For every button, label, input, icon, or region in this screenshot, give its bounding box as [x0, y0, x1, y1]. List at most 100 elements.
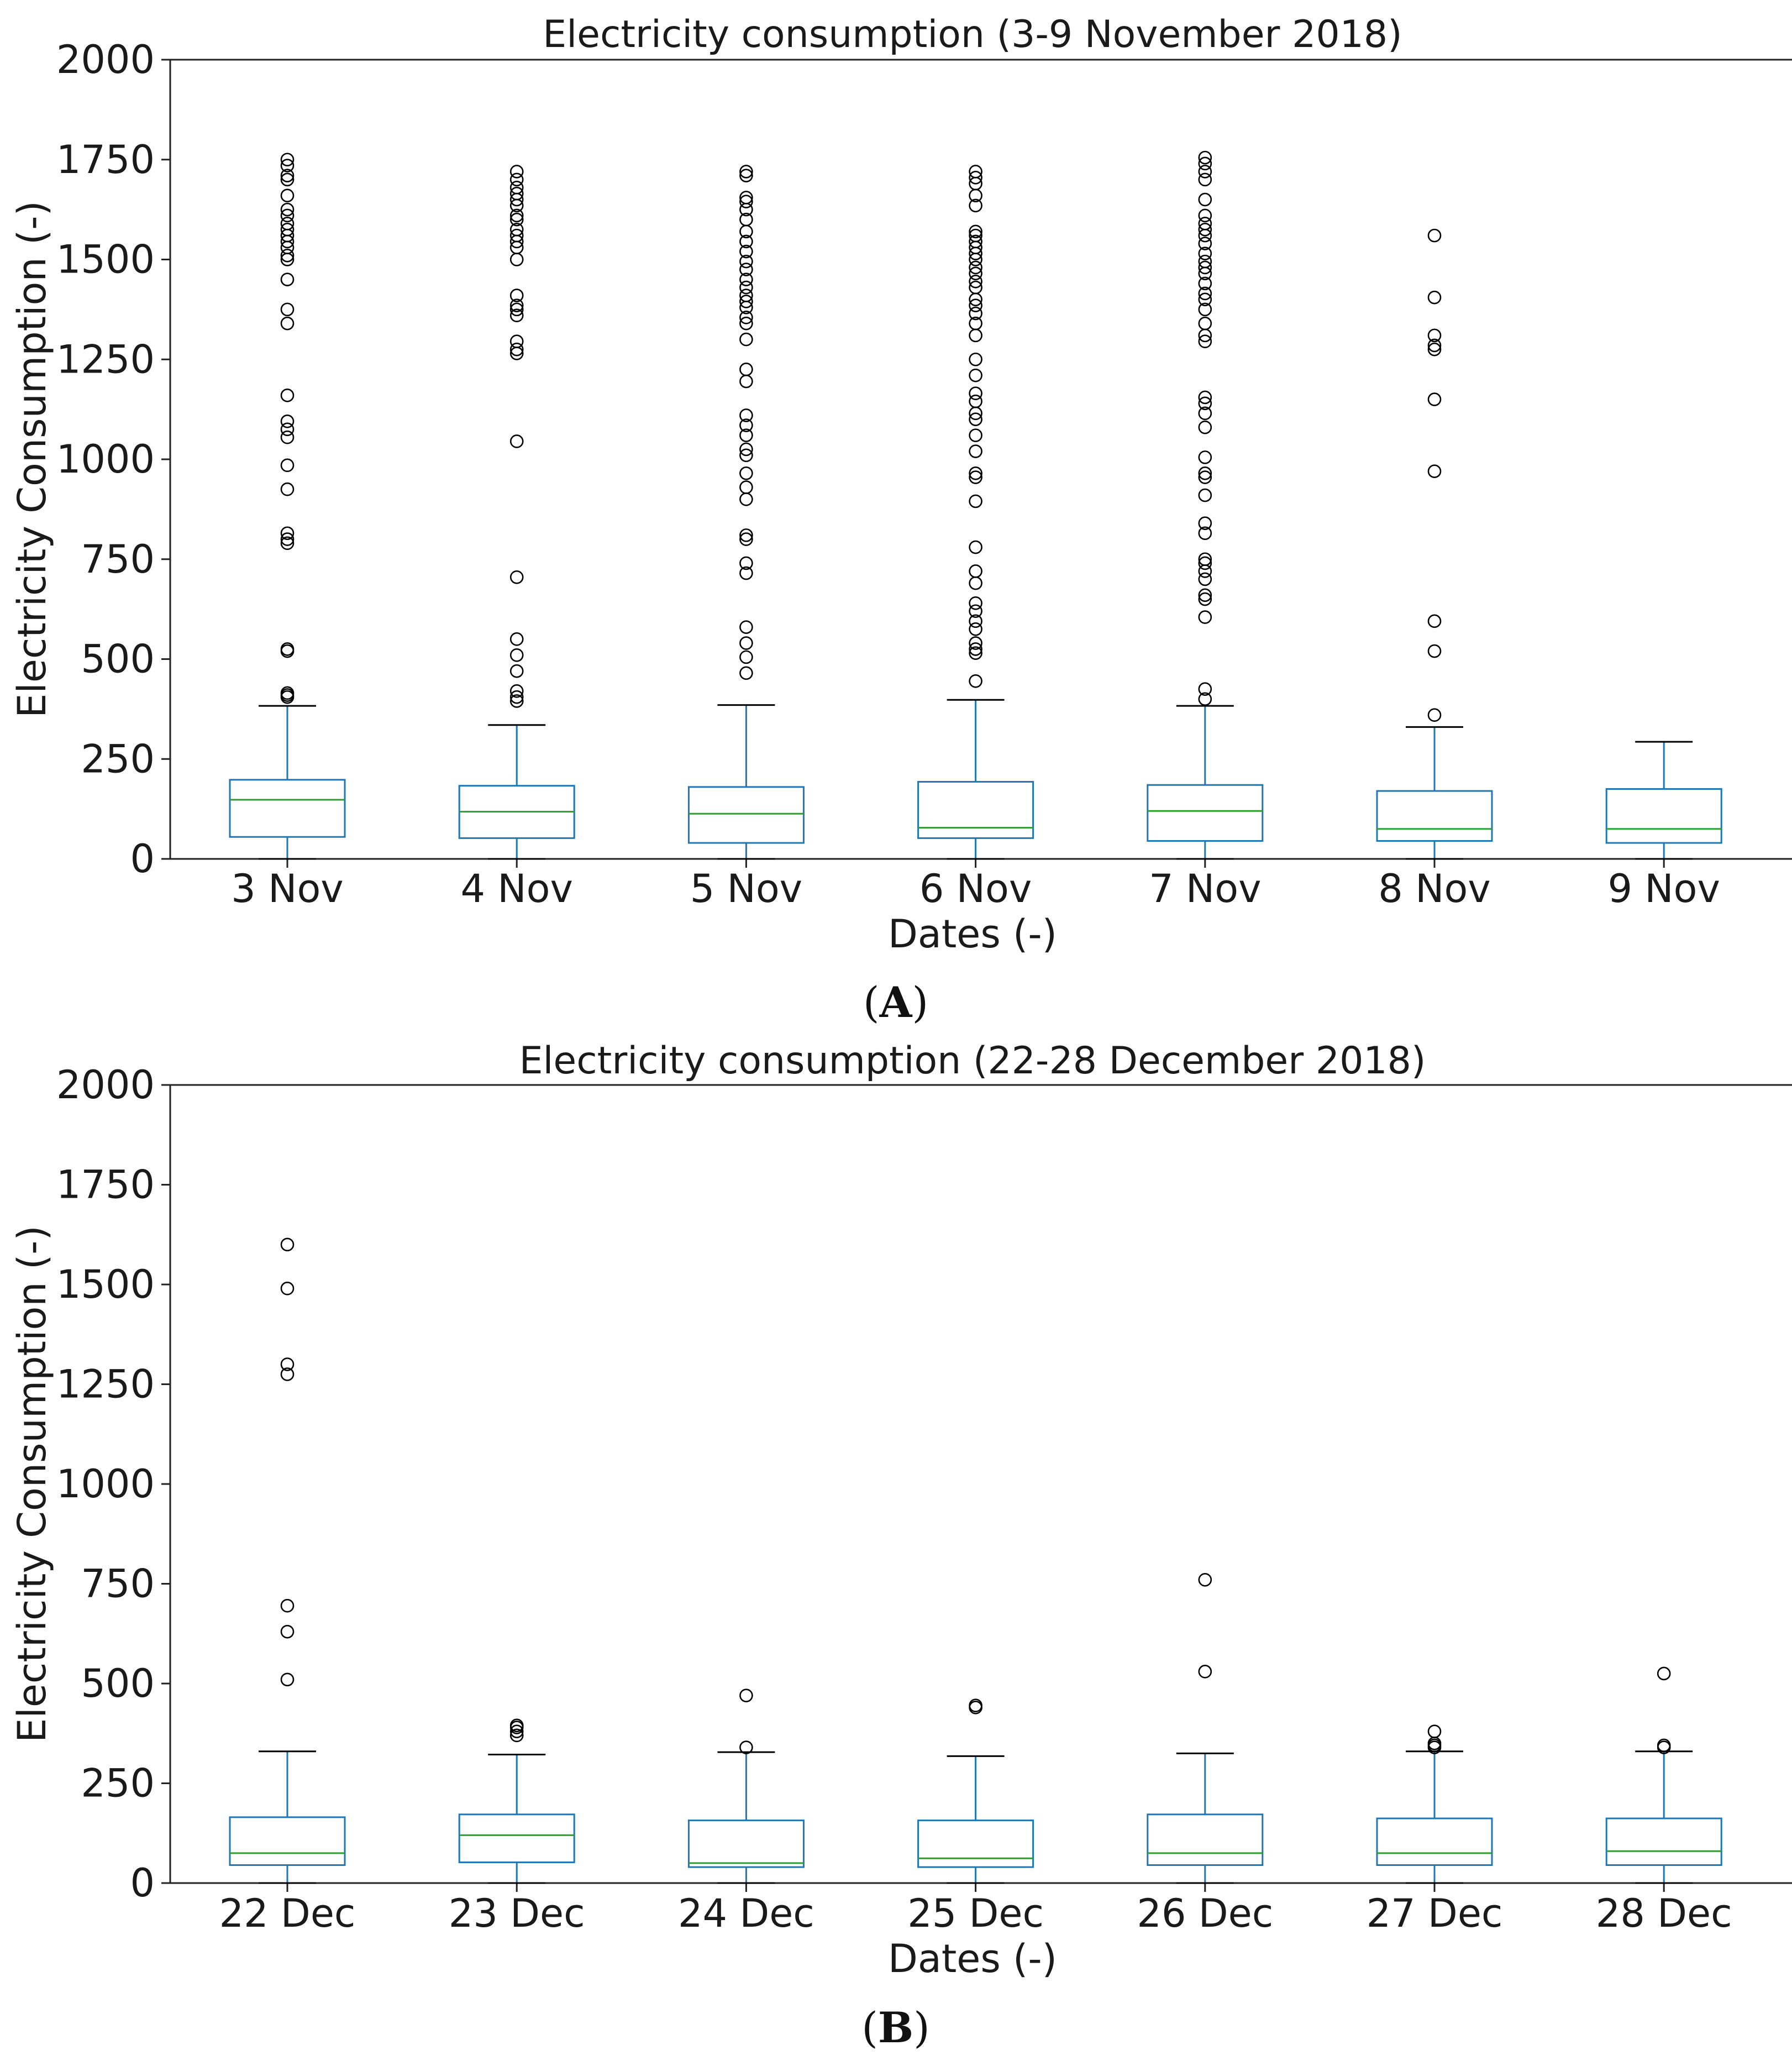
- outlier-point: [739, 666, 753, 680]
- x-tick-label: 7 Nov: [1149, 866, 1261, 911]
- outlier-point: [1198, 488, 1212, 502]
- outlier-point: [1198, 165, 1212, 179]
- x-tick-label: 28 Dec: [1596, 1891, 1732, 1936]
- outlier-point: [509, 289, 524, 302]
- outlier-point: [739, 169, 753, 182]
- iqr-box: [1605, 788, 1722, 844]
- y-tick-label: 1250: [56, 337, 155, 382]
- y-axis: 0 250 500 750 1000 1250 1500 1750 2000: [56, 37, 170, 882]
- outlier-point: [509, 302, 524, 317]
- outlier-point: [1198, 396, 1212, 411]
- outlier-point: [969, 564, 982, 578]
- y-tick-label: 250: [81, 1761, 155, 1806]
- outlier-point: [1198, 237, 1212, 250]
- outlier-point: [1198, 610, 1212, 624]
- outlier-point: [1427, 392, 1442, 406]
- outlier-point: [280, 532, 295, 546]
- x-tick-label: 6 Nov: [919, 866, 1032, 911]
- iqr-box: [458, 1813, 575, 1863]
- outlier-point: [969, 642, 982, 656]
- outlier-point: [509, 334, 524, 349]
- outlier-point: [1198, 334, 1212, 349]
- outlier-point: [280, 188, 295, 203]
- x-axis-label: Dates (-): [888, 911, 1057, 957]
- outlier-point: [1427, 614, 1442, 628]
- y-tick-label: 0: [130, 836, 155, 882]
- outlier-point: [739, 272, 753, 286]
- box-24-dec: [687, 1689, 805, 1884]
- outlier-point: [739, 212, 753, 227]
- box-4-nov: [458, 165, 575, 860]
- x-tick-label: 8 Nov: [1378, 866, 1490, 911]
- outlier-point: [509, 570, 524, 584]
- outlier-point: [1198, 588, 1212, 602]
- outlier-point: [509, 298, 524, 312]
- outlier-point: [739, 316, 753, 331]
- outlier-point: [739, 480, 753, 494]
- outlier-point: [509, 212, 524, 227]
- box-series: [229, 1237, 1722, 1884]
- outlier-point: [739, 492, 753, 506]
- outlier-point: [969, 198, 982, 213]
- outlier-point: [1198, 592, 1212, 606]
- outlier-point: [969, 274, 982, 289]
- outlier-point: [739, 466, 753, 480]
- outlier-point: [509, 308, 524, 323]
- outlier-point: [739, 234, 753, 249]
- outlier-point: [739, 191, 753, 204]
- outlier-point: [969, 622, 982, 636]
- outlier-point: [969, 170, 982, 185]
- outlier-point: [280, 536, 295, 550]
- outlier-point: [509, 694, 524, 708]
- outlier-point: [739, 289, 753, 302]
- box-5-nov: [687, 165, 805, 860]
- box-22-dec: [229, 1237, 346, 1884]
- y-axis-label: Electricity Consumption (-): [9, 201, 55, 718]
- y-tick-label: 750: [81, 537, 155, 582]
- outlier-point: [969, 604, 982, 618]
- outlier-point: [1198, 466, 1212, 480]
- iqr-box: [1147, 784, 1264, 842]
- outlier-point: [509, 186, 524, 201]
- outlier-point: [280, 482, 295, 496]
- outlier-point: [739, 442, 753, 457]
- panel-letter: A: [879, 978, 913, 1027]
- iqr-box: [1376, 1817, 1493, 1866]
- outlier-point: [280, 1367, 295, 1381]
- outlier-point: [1198, 420, 1212, 434]
- outlier-point: [280, 153, 295, 167]
- outlier-point: [969, 224, 982, 239]
- outlier-point: [1198, 254, 1212, 269]
- outlier-point: [509, 648, 524, 662]
- x-tick-label: 9 Nov: [1607, 866, 1720, 911]
- outlier-point: [739, 311, 753, 324]
- panel-letter: B: [878, 2003, 913, 2052]
- outlier-point: [280, 302, 295, 317]
- outlier-point: [969, 596, 982, 610]
- outlier-point: [280, 248, 295, 263]
- iqr-box: [1147, 1813, 1264, 1866]
- outlier-point: [280, 430, 295, 444]
- outlier-point: [969, 466, 982, 480]
- outlier-point: [1198, 156, 1212, 171]
- box-26-dec: [1147, 1572, 1264, 1884]
- panel-label: (B): [861, 2003, 930, 2052]
- outlier-point: [280, 642, 295, 656]
- outlier-point: [969, 646, 982, 660]
- outlier-point: [509, 172, 524, 187]
- x-tick-label: 26 Dec: [1137, 1891, 1273, 1936]
- x-tick-label: 24 Dec: [678, 1891, 814, 1936]
- outlier-point: [1198, 192, 1212, 207]
- outlier-point: [969, 228, 982, 243]
- outlier-point: [739, 295, 753, 308]
- outlier-point: [280, 389, 295, 402]
- outlier-point: [969, 280, 982, 295]
- outlier-point: [280, 458, 295, 473]
- outlier-point: [1198, 406, 1212, 421]
- outlier-point: [739, 408, 753, 422]
- x-tick-label: 3 Nov: [231, 866, 343, 911]
- outlier-point: [969, 444, 982, 458]
- outlier-point: [280, 1598, 295, 1613]
- x-tick-label: 27 Dec: [1367, 1891, 1503, 1936]
